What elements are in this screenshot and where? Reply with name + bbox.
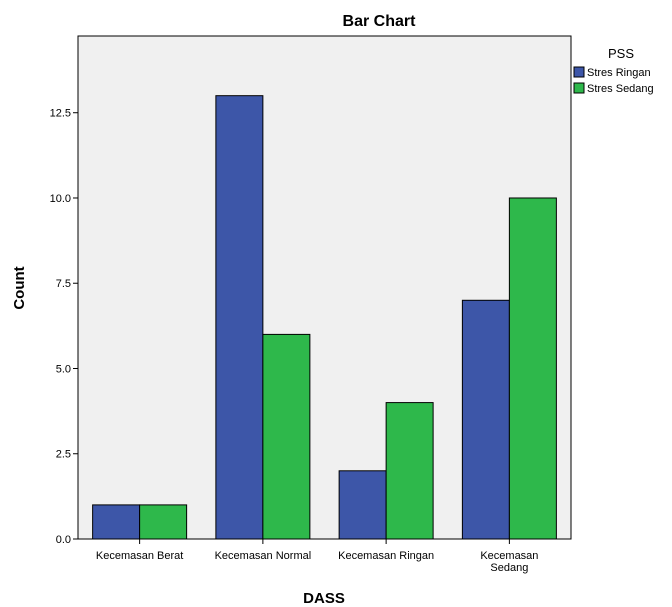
x-tick-label: Kecemasan Ringan [338, 550, 434, 562]
legend-title: PSS [608, 46, 634, 61]
y-axis-title: Count [11, 266, 28, 309]
legend-swatch [573, 66, 585, 78]
chart-title: Bar Chart [343, 13, 417, 30]
bar-stres-ringan-2 [338, 470, 387, 540]
x-tick-label: Sedang [490, 562, 528, 574]
x-tick-label: Kecemasan Berat [96, 550, 183, 562]
legend-swatch [573, 82, 585, 94]
x-axis-title: DASS [303, 590, 345, 607]
bars [92, 95, 557, 540]
y-axis: 0.0 2.5 5.0 7.5 10.0 12.5 [50, 108, 78, 546]
bar-stres-sedang-0 [139, 504, 188, 540]
legend: PSS Stres Ringan Stres Sedang [573, 46, 654, 95]
y-tick-label: 2.5 [56, 449, 71, 461]
y-tick-label: 5.0 [56, 363, 71, 375]
bar-stres-ringan-1 [215, 95, 264, 540]
bar-stres-ringan-0 [92, 504, 141, 540]
x-axis: Kecemasan Berat Kecemasan Normal Kecemasan… [96, 539, 538, 574]
bar-stres-sedang-1 [262, 333, 311, 540]
x-tick-label: Kecemasan [480, 550, 538, 562]
bar-stres-sedang-2 [385, 402, 434, 540]
x-tick-label: Kecemasan Normal [215, 550, 312, 562]
bar-stres-sedang-3 [508, 197, 557, 540]
legend-label: Stres Ringan [587, 67, 651, 79]
y-tick-label: 7.5 [56, 278, 71, 290]
y-tick-label: 0.0 [56, 534, 71, 546]
y-tick-label: 10.0 [50, 193, 71, 205]
y-tick-label: 12.5 [50, 108, 71, 120]
legend-label: Stres Sedang [587, 83, 654, 95]
bar-stres-ringan-3 [461, 299, 510, 540]
